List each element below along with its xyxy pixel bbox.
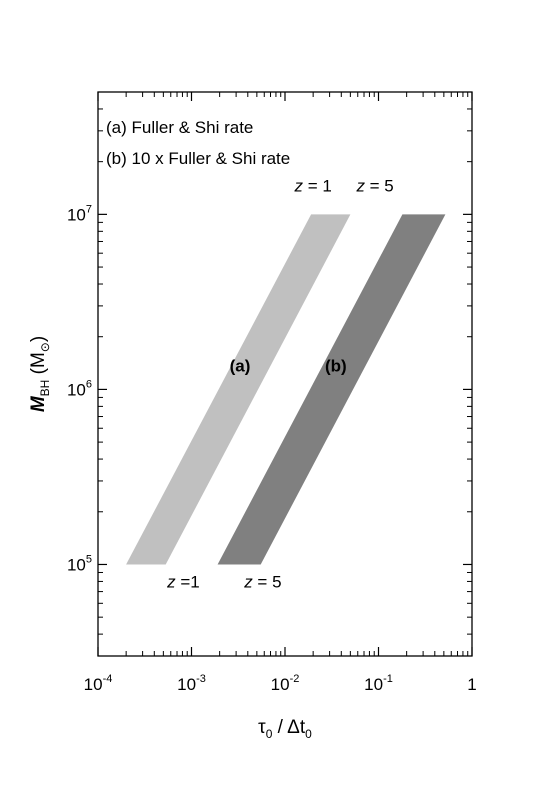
x-tick-base: 10 (364, 675, 383, 694)
x-tick-label: 10-2 (271, 673, 300, 694)
y-tick-label: 107 (67, 203, 92, 224)
band-label-b: (b) (325, 356, 347, 375)
z-annotation-var: z (243, 572, 253, 591)
x-tick-label: 1 (467, 675, 476, 694)
y-label-sub: BH (38, 380, 52, 397)
z-annotation-var: z (166, 572, 176, 591)
y-tick-label: 106 (67, 378, 92, 399)
x-axis-label: τ0 / Δt0 (258, 717, 312, 741)
legend: (a) Fuller & Shi rate (b) 10 x Fuller & S… (106, 118, 290, 168)
y-tick-label: 105 (67, 553, 92, 574)
x-tick-label: 10-4 (84, 673, 113, 694)
legend-entry-b: (b) 10 x Fuller & Shi rate (106, 149, 290, 168)
x-tick-label: 10-1 (364, 673, 393, 694)
y-tick-exponent: 7 (86, 203, 92, 215)
z-annotation-value: = 5 (365, 177, 394, 196)
x-tick-base: 10 (84, 675, 103, 694)
z-annotation: z = 5 (243, 572, 281, 591)
x-tick-exponent: -1 (383, 673, 393, 685)
band-a (126, 214, 351, 565)
y-label-m: M (28, 395, 49, 412)
z-annotation-value: = 5 (253, 572, 282, 591)
x-tick-exponent: -2 (290, 673, 300, 685)
y-label-unit-open: (M (28, 352, 49, 379)
y-tick-base: 10 (67, 380, 86, 399)
band-labels-layer: (a) (b) (230, 356, 347, 375)
y-tick-exponent: 6 (86, 378, 92, 390)
y-label-unit-close: ) (28, 336, 49, 342)
x-tick-exponent: -4 (103, 673, 113, 685)
y-label-sun: ⊙ (38, 342, 52, 352)
z-annotation-var: z (293, 177, 303, 196)
y-tick-base: 10 (67, 555, 86, 574)
z-annotation: z =1 (166, 572, 200, 591)
x-tick-exponent: -3 (196, 673, 206, 685)
x-tick-label: 10-3 (177, 673, 206, 694)
x-label-mid: / Δt (272, 717, 305, 738)
z-annotation-var: z (355, 177, 365, 196)
y-tick-exponent: 5 (86, 553, 92, 565)
x-tick-base: 10 (177, 675, 196, 694)
x-label-tau: τ (258, 717, 266, 738)
plot-frame (97, 91, 473, 657)
z-annotation: z = 5 (355, 177, 393, 196)
x-tick-base: 10 (271, 675, 290, 694)
z-annotation: z = 1 (293, 177, 331, 196)
bands-layer (126, 214, 446, 565)
legend-entry-a: (a) Fuller & Shi rate (106, 118, 253, 137)
y-axis-label: MBH (M⊙) (28, 336, 52, 412)
x-label-sub: 0 (305, 727, 312, 741)
y-tick-base: 10 (67, 205, 86, 224)
band-b (217, 214, 446, 565)
band-label-a: (a) (230, 356, 251, 375)
x-label-sub: 0 (266, 727, 273, 741)
z-annotation-value: =1 (176, 572, 200, 591)
x-tick-base: 1 (467, 675, 476, 694)
z-annotation-value: = 1 (303, 177, 332, 196)
